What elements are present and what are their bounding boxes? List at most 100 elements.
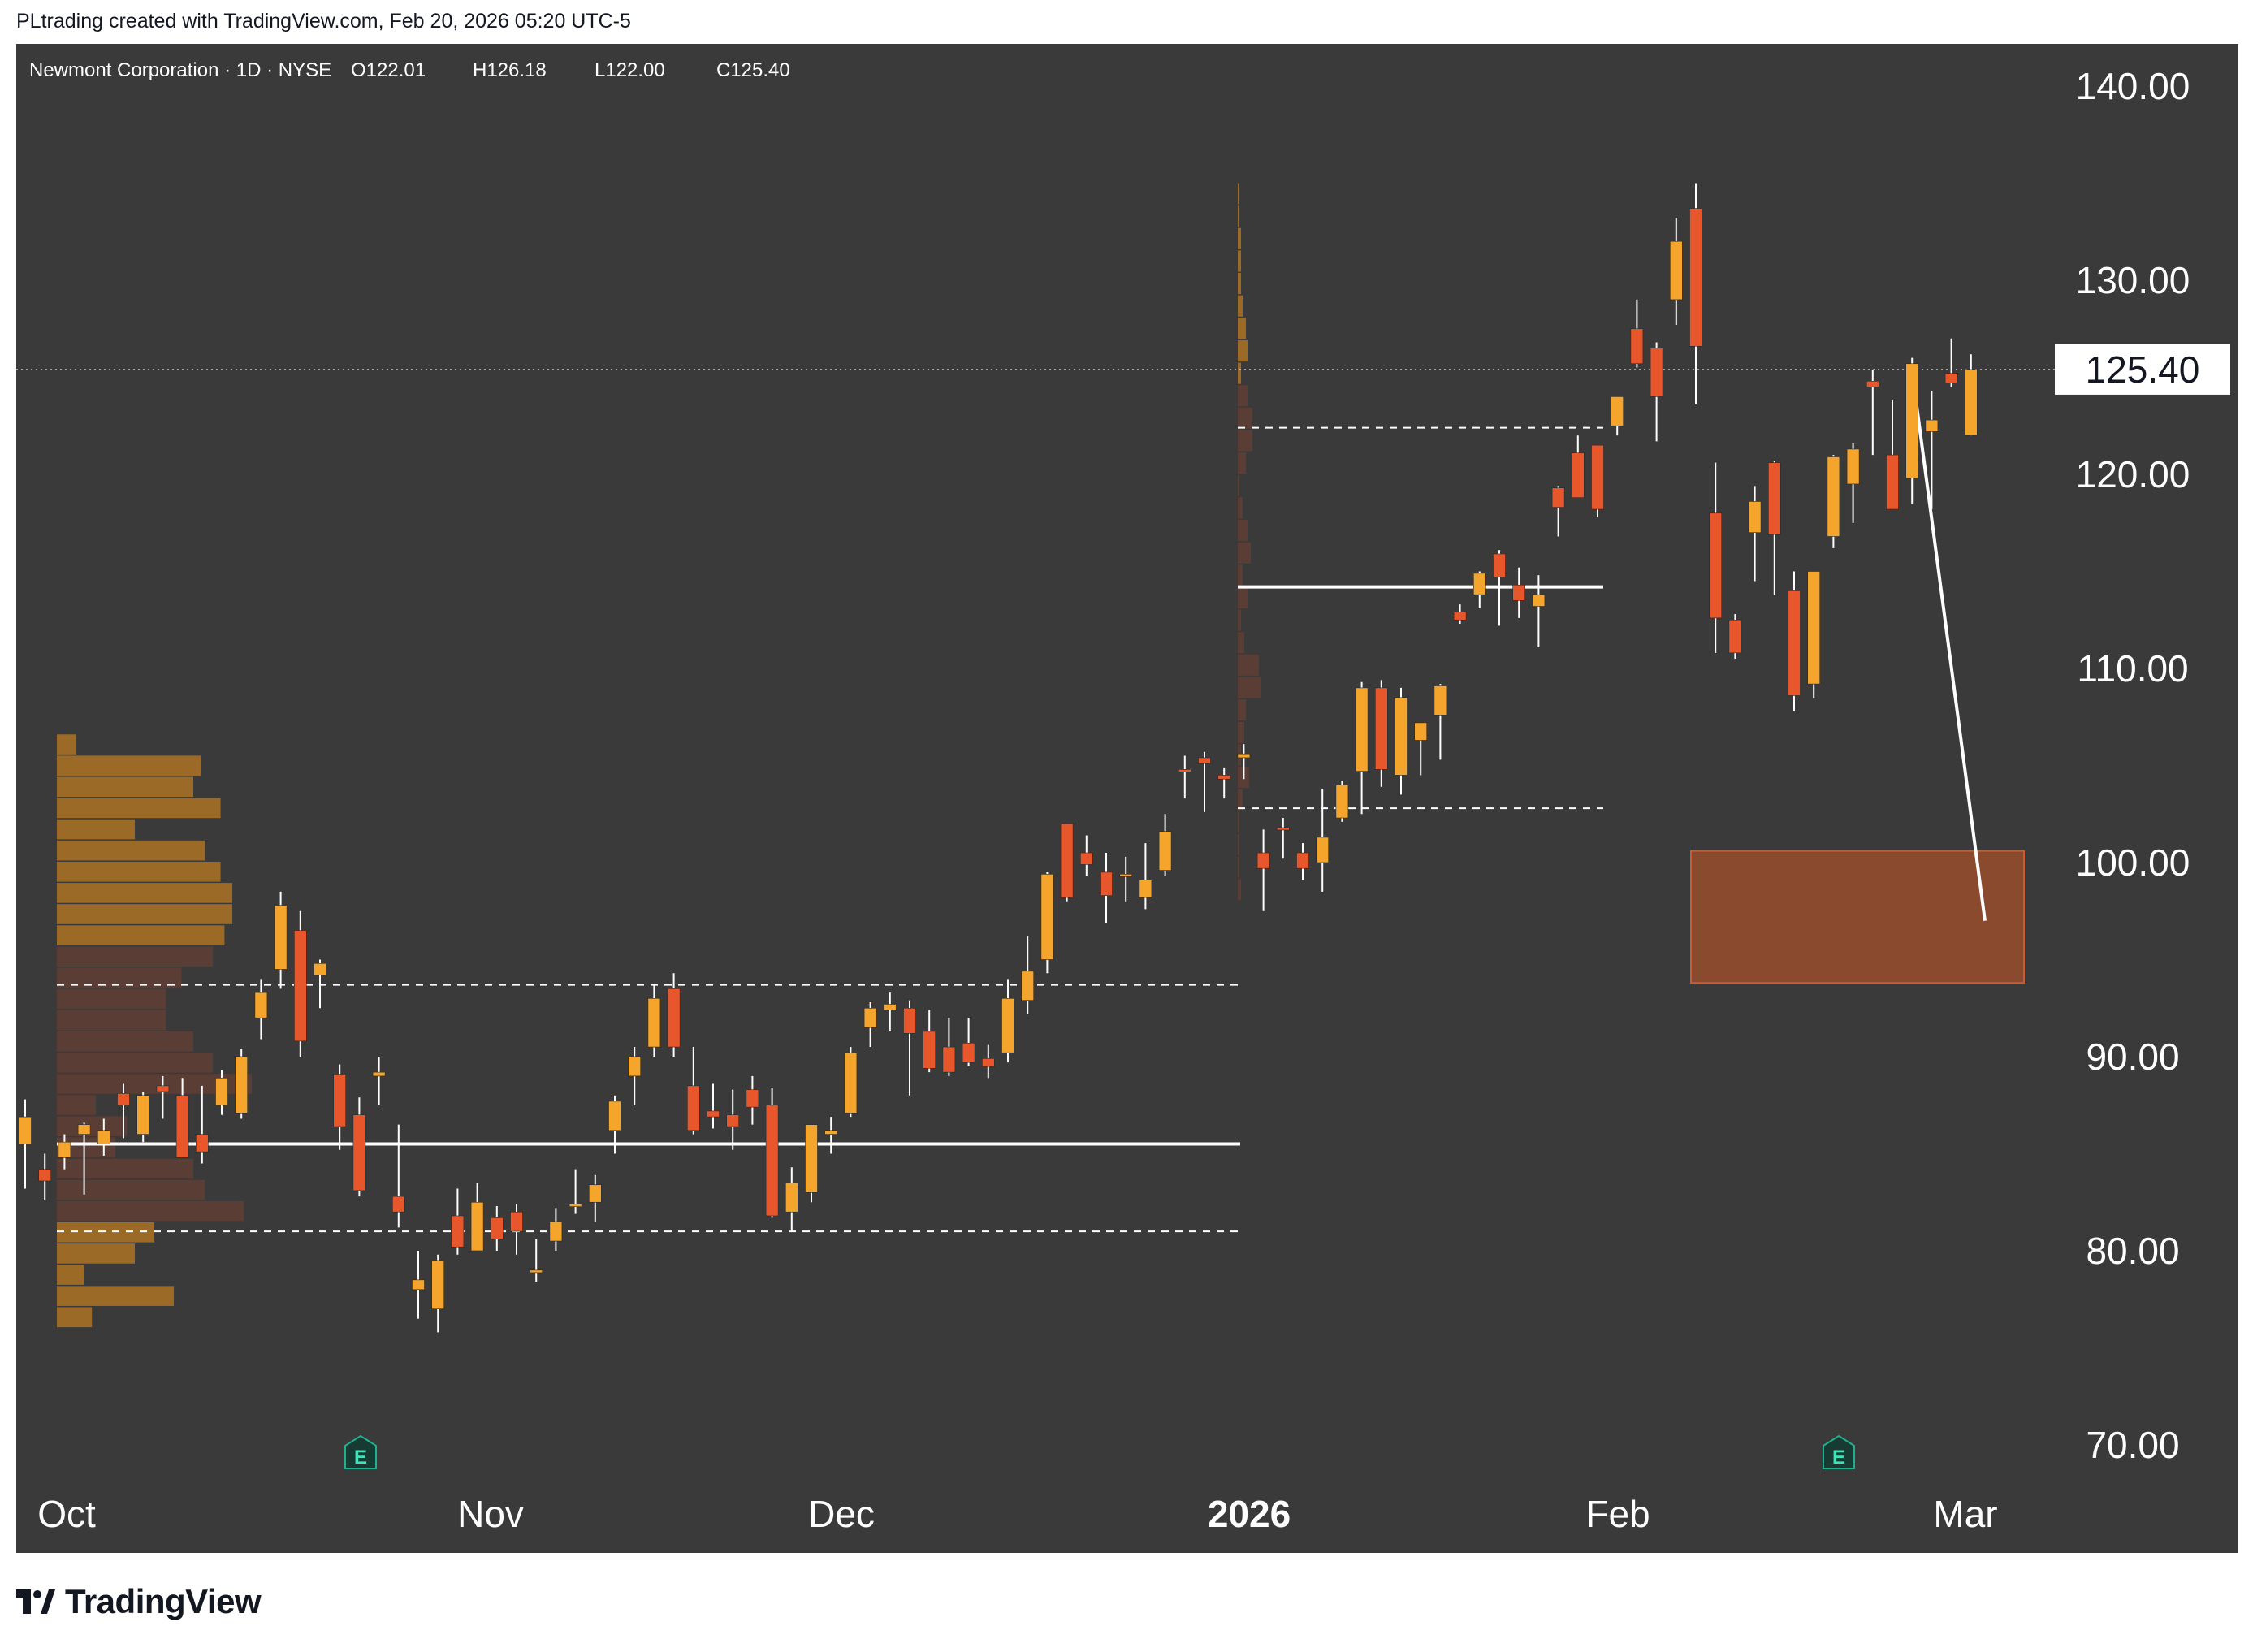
time-tick-label: Oct <box>37 1493 96 1535</box>
candle-body <box>235 1056 249 1114</box>
candle <box>412 1251 425 1319</box>
candle-body <box>844 1052 858 1114</box>
candle <box>1100 853 1113 923</box>
candle <box>333 1064 347 1150</box>
candle-body <box>215 1077 228 1106</box>
candle <box>97 1118 110 1156</box>
volume-profile-bar <box>1238 497 1243 519</box>
candle-body <box>1198 757 1211 764</box>
candle-body <box>903 1007 916 1034</box>
candle <box>1611 396 1624 436</box>
volume-profile-bar <box>1238 699 1246 721</box>
candle-body <box>785 1183 798 1213</box>
candle-body <box>1060 823 1074 898</box>
volume-profile-bar <box>1238 564 1243 586</box>
candle-body <box>1237 753 1251 759</box>
volume-profile-bar <box>1238 250 1241 272</box>
candle <box>1925 391 1939 510</box>
candle-body <box>1709 512 1722 619</box>
last-price-badge: 125.40 <box>2055 344 2230 395</box>
candle <box>254 979 268 1040</box>
candle <box>1395 687 1408 795</box>
candle-body <box>58 1141 71 1158</box>
candle-body <box>1748 501 1762 534</box>
volume-profile-bar <box>57 861 221 882</box>
candle <box>1198 751 1211 812</box>
candle <box>707 1083 720 1129</box>
candle-body <box>156 1085 170 1092</box>
tradingview-brand: TradingView <box>65 1582 262 1620</box>
candle-body <box>824 1130 838 1135</box>
volume-profile-bar <box>57 946 213 967</box>
candle-body <box>667 988 681 1048</box>
candle-body <box>746 1089 759 1108</box>
candle <box>1493 550 1506 626</box>
candle-body <box>451 1215 465 1248</box>
volume-profile-bar <box>1238 205 1239 227</box>
candle-body <box>805 1124 818 1193</box>
candle <box>510 1204 523 1255</box>
candle <box>1375 680 1388 787</box>
candle <box>1551 486 1565 537</box>
candle <box>1178 755 1191 799</box>
candle <box>1591 444 1604 517</box>
candle <box>1453 604 1467 625</box>
candle-body <box>254 992 268 1018</box>
target-zone-layer[interactable] <box>1690 369 2025 984</box>
candle <box>1335 781 1349 822</box>
candle <box>1630 299 1644 368</box>
price-tick-label: 80.00 <box>2086 1230 2179 1272</box>
candle <box>1277 818 1290 859</box>
candle <box>451 1188 465 1255</box>
candle-body <box>19 1116 32 1144</box>
candle-body <box>38 1169 52 1182</box>
volume-profile-bar <box>1238 452 1246 474</box>
last-price-bg <box>2055 344 2230 395</box>
candle-body <box>1100 871 1113 896</box>
candle-body <box>431 1260 445 1309</box>
volume-profile-bar <box>1238 318 1246 339</box>
volume-profile-bar <box>1238 385 1248 407</box>
candle <box>196 1085 209 1164</box>
projection-line <box>1910 369 1987 921</box>
legend-close: C125.40 <box>716 59 790 81</box>
candle <box>1709 462 1722 653</box>
candle-body <box>1512 584 1525 601</box>
candle-body <box>1277 827 1290 831</box>
volume-profile-bar <box>1238 273 1241 295</box>
candle <box>1572 435 1585 498</box>
candle <box>805 1124 818 1203</box>
volume-profile-bar <box>1238 833 1239 856</box>
candle <box>765 1088 779 1218</box>
candle-body <box>1728 619 1742 654</box>
candle-body <box>647 998 661 1048</box>
volume-profile-bar <box>57 883 232 903</box>
candle-body <box>942 1046 956 1073</box>
candle <box>686 1047 700 1135</box>
candle-body <box>1414 722 1427 741</box>
volume-profile-layer <box>57 183 1261 1328</box>
candle-body <box>372 1071 386 1077</box>
time-tick-label: Feb <box>1585 1493 1650 1535</box>
candle <box>982 1044 995 1079</box>
volume-profile-bar <box>57 1286 174 1306</box>
volume-profile-bar <box>57 1265 84 1285</box>
candle-body <box>686 1085 700 1131</box>
candle-body <box>1178 768 1191 772</box>
candle-body <box>1453 612 1467 621</box>
volume-profile-bar <box>57 904 232 924</box>
candle <box>608 1095 621 1154</box>
candle-body <box>1217 775 1230 780</box>
candle-body <box>726 1114 740 1127</box>
price-tick-label: 100.00 <box>2076 841 2190 884</box>
candle-body <box>1080 852 1093 865</box>
price-tick-label: 140.00 <box>2076 65 2190 107</box>
candle-body <box>1944 373 1958 383</box>
volume-profile-bar <box>1238 227 1241 249</box>
candle <box>431 1254 445 1333</box>
candle-body <box>196 1134 209 1153</box>
candle <box>391 1124 405 1228</box>
tradingview-footer[interactable]: TradingView <box>16 1582 262 1621</box>
